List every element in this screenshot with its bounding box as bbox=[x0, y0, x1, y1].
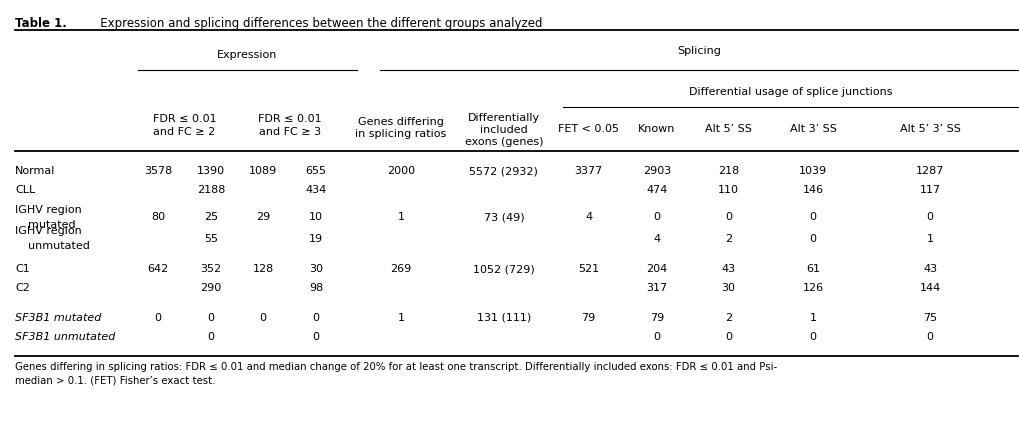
Text: 0: 0 bbox=[809, 212, 815, 222]
Text: CLL: CLL bbox=[15, 184, 36, 195]
Text: 218: 218 bbox=[717, 166, 738, 176]
Text: 43: 43 bbox=[720, 264, 735, 274]
Text: 73 (49): 73 (49) bbox=[483, 212, 524, 222]
Text: 30: 30 bbox=[309, 264, 323, 274]
Text: 0: 0 bbox=[313, 313, 319, 323]
Text: Differentially
included
exons (genes): Differentially included exons (genes) bbox=[465, 112, 542, 147]
Text: 1: 1 bbox=[397, 212, 404, 222]
Text: 25: 25 bbox=[204, 212, 218, 222]
Text: 1: 1 bbox=[926, 233, 932, 244]
Text: Genes differing in splicing ratios: FDR ≤ 0.01 and median change of 20% for at l: Genes differing in splicing ratios: FDR … bbox=[15, 362, 776, 385]
Text: 0: 0 bbox=[926, 331, 932, 342]
Text: 1: 1 bbox=[397, 313, 404, 323]
Text: 0: 0 bbox=[155, 313, 161, 323]
Text: 0: 0 bbox=[313, 331, 319, 342]
Text: 642: 642 bbox=[148, 264, 168, 274]
Text: 1390: 1390 bbox=[197, 166, 225, 176]
Text: 1039: 1039 bbox=[798, 166, 826, 176]
Text: 55: 55 bbox=[204, 233, 218, 244]
Text: 474: 474 bbox=[646, 184, 666, 195]
Text: FDR ≤ 0.01
and FC ≥ 2: FDR ≤ 0.01 and FC ≥ 2 bbox=[153, 115, 216, 137]
Text: 5572 (2932): 5572 (2932) bbox=[469, 166, 538, 176]
Text: unmutated: unmutated bbox=[28, 241, 90, 251]
Text: 2: 2 bbox=[725, 233, 731, 244]
Text: IGHV region: IGHV region bbox=[15, 204, 82, 215]
Text: 126: 126 bbox=[802, 282, 822, 293]
Text: 19: 19 bbox=[309, 233, 323, 244]
Text: 0: 0 bbox=[208, 313, 214, 323]
Text: C1: C1 bbox=[15, 264, 30, 274]
Text: Normal: Normal bbox=[15, 166, 56, 176]
Text: Alt 3’ SS: Alt 3’ SS bbox=[789, 124, 836, 134]
Text: 2000: 2000 bbox=[386, 166, 415, 176]
Text: 43: 43 bbox=[922, 264, 936, 274]
Text: 128: 128 bbox=[253, 264, 273, 274]
Text: 98: 98 bbox=[309, 282, 323, 293]
Text: 0: 0 bbox=[725, 212, 731, 222]
Text: IGHV region: IGHV region bbox=[15, 226, 82, 236]
Text: 10: 10 bbox=[309, 212, 323, 222]
Text: 0: 0 bbox=[653, 212, 659, 222]
Text: 4: 4 bbox=[585, 212, 591, 222]
Text: SF3B1 mutated: SF3B1 mutated bbox=[15, 313, 102, 323]
Text: 2188: 2188 bbox=[197, 184, 225, 195]
Text: C2: C2 bbox=[15, 282, 31, 293]
Text: 131 (111): 131 (111) bbox=[476, 313, 531, 323]
Text: 317: 317 bbox=[646, 282, 666, 293]
Text: 61: 61 bbox=[805, 264, 819, 274]
Text: Differential usage of splice junctions: Differential usage of splice junctions bbox=[688, 86, 892, 97]
Text: SF3B1 unmutated: SF3B1 unmutated bbox=[15, 331, 115, 342]
Text: Alt 5’ 3’ SS: Alt 5’ 3’ SS bbox=[899, 124, 960, 134]
Text: Splicing: Splicing bbox=[677, 46, 720, 56]
Text: 79: 79 bbox=[649, 313, 663, 323]
Text: Known: Known bbox=[638, 124, 675, 134]
Text: 0: 0 bbox=[653, 331, 659, 342]
Text: 79: 79 bbox=[581, 313, 595, 323]
Text: 3578: 3578 bbox=[144, 166, 172, 176]
Text: 269: 269 bbox=[390, 264, 411, 274]
Text: 3377: 3377 bbox=[574, 166, 602, 176]
Text: 521: 521 bbox=[578, 264, 598, 274]
Text: 29: 29 bbox=[256, 212, 270, 222]
Text: Expression and splicing differences between the different groups analyzed: Expression and splicing differences betw… bbox=[89, 17, 542, 30]
Text: Alt 5’ SS: Alt 5’ SS bbox=[704, 124, 751, 134]
Text: 352: 352 bbox=[201, 264, 221, 274]
Text: mutated: mutated bbox=[28, 220, 75, 230]
Text: 0: 0 bbox=[809, 233, 815, 244]
Text: 75: 75 bbox=[922, 313, 936, 323]
Text: 2903: 2903 bbox=[642, 166, 671, 176]
Text: FDR ≤ 0.01
and FC ≥ 3: FDR ≤ 0.01 and FC ≥ 3 bbox=[258, 115, 321, 137]
Text: 30: 30 bbox=[720, 282, 735, 293]
Text: 290: 290 bbox=[201, 282, 221, 293]
Text: Expression: Expression bbox=[217, 50, 277, 60]
Text: 144: 144 bbox=[919, 282, 940, 293]
Text: 117: 117 bbox=[919, 184, 940, 195]
Text: 1089: 1089 bbox=[249, 166, 277, 176]
Text: Table 1.: Table 1. bbox=[15, 17, 67, 30]
Text: 2: 2 bbox=[725, 313, 731, 323]
Text: 4: 4 bbox=[653, 233, 659, 244]
Text: Genes differing
in splicing ratios: Genes differing in splicing ratios bbox=[355, 117, 446, 139]
Text: 110: 110 bbox=[717, 184, 738, 195]
Text: 0: 0 bbox=[260, 313, 266, 323]
Text: 0: 0 bbox=[725, 331, 731, 342]
Text: 0: 0 bbox=[809, 331, 815, 342]
Text: 0: 0 bbox=[208, 331, 214, 342]
Text: 1287: 1287 bbox=[915, 166, 944, 176]
Text: FET < 0.05: FET < 0.05 bbox=[557, 124, 619, 134]
Text: 1052 (729): 1052 (729) bbox=[473, 264, 534, 274]
Text: 1: 1 bbox=[809, 313, 815, 323]
Text: 0: 0 bbox=[926, 212, 932, 222]
Text: 204: 204 bbox=[646, 264, 666, 274]
Text: 655: 655 bbox=[306, 166, 326, 176]
Text: 146: 146 bbox=[802, 184, 822, 195]
Text: 434: 434 bbox=[306, 184, 326, 195]
Text: 80: 80 bbox=[151, 212, 165, 222]
